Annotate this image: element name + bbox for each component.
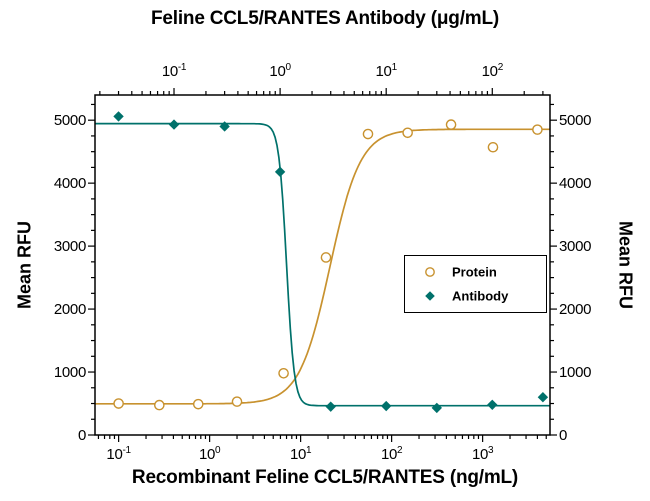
protein-points [113,119,543,411]
tick-label: 1000 [54,364,86,381]
protein-data-point [231,396,243,407]
tick-label: 100 [199,445,221,463]
tick-label: 0 [559,427,567,444]
antibody-points [113,111,549,414]
protein-data-point [532,124,543,135]
legend-marker-antibody-icon [425,291,435,301]
tick-label: 10-1 [162,62,187,80]
legend: Protein Antibody [404,255,547,313]
protein-data-point [487,141,499,153]
antibody-data-point [168,119,180,130]
tick-label: 3000 [559,238,591,255]
top-axis-title: Feline CCL5/RANTES Antibody (μg/mL) [150,8,500,29]
protein-data-point [192,398,204,410]
tick-label: 4000 [559,175,591,192]
tick-label: 5000 [54,112,86,129]
antibody-data-point [487,399,498,410]
tick-label: 0 [78,427,86,444]
antibody-data-point [113,111,124,122]
legend-label-antibody: Antibody [452,289,509,304]
tick-label: 102 [482,62,504,80]
top-axis-ticks: 10-1 100 101 102 [99,62,544,95]
antibody-data-point [431,402,443,414]
protein-data-point [402,127,413,139]
tick-label: 4000 [54,175,86,192]
tick-label: 103 [472,445,494,463]
tick-label: 101 [376,62,398,80]
antibody-data-point [537,392,549,403]
tick-label: 3000 [54,238,86,255]
bottom-axis-title: Recombinant Feline CCL5/RANTES (ng/mL) [131,467,519,488]
plot-border [94,94,551,436]
protein-data-point [154,399,165,411]
tick-label: 2000 [54,301,86,318]
left-axis-ticks: 0 1000 2000 3000 4000 5000 [54,103,95,444]
protein-data-point [113,398,124,409]
antibody-data-point [274,166,286,178]
protein-data-point [320,252,332,263]
tick-label: 2000 [559,301,591,318]
bottom-axis-ticks: 10-1 100 101 102 103 [97,435,547,463]
legend-label-protein: Protein [452,265,497,280]
legend-marker-protein-icon [425,267,435,277]
tick-label: 100 [269,62,291,80]
tick-label: 5000 [559,112,591,129]
tick-label: 10-1 [106,445,131,463]
tick-label: 102 [381,445,403,463]
antibody-data-point [325,401,336,412]
legend-box [404,255,547,313]
tick-label: 1000 [559,364,591,381]
protein-data-point [278,367,289,379]
protein-fit-curve [95,128,550,405]
antibody-data-point [219,121,230,132]
tick-label: 101 [290,445,312,463]
antibody-data-point [380,400,392,412]
protein-data-point [362,128,374,140]
right-axis-ticks: 0 1000 2000 3000 4000 5000 [550,103,591,444]
protein-data-point [445,119,457,130]
